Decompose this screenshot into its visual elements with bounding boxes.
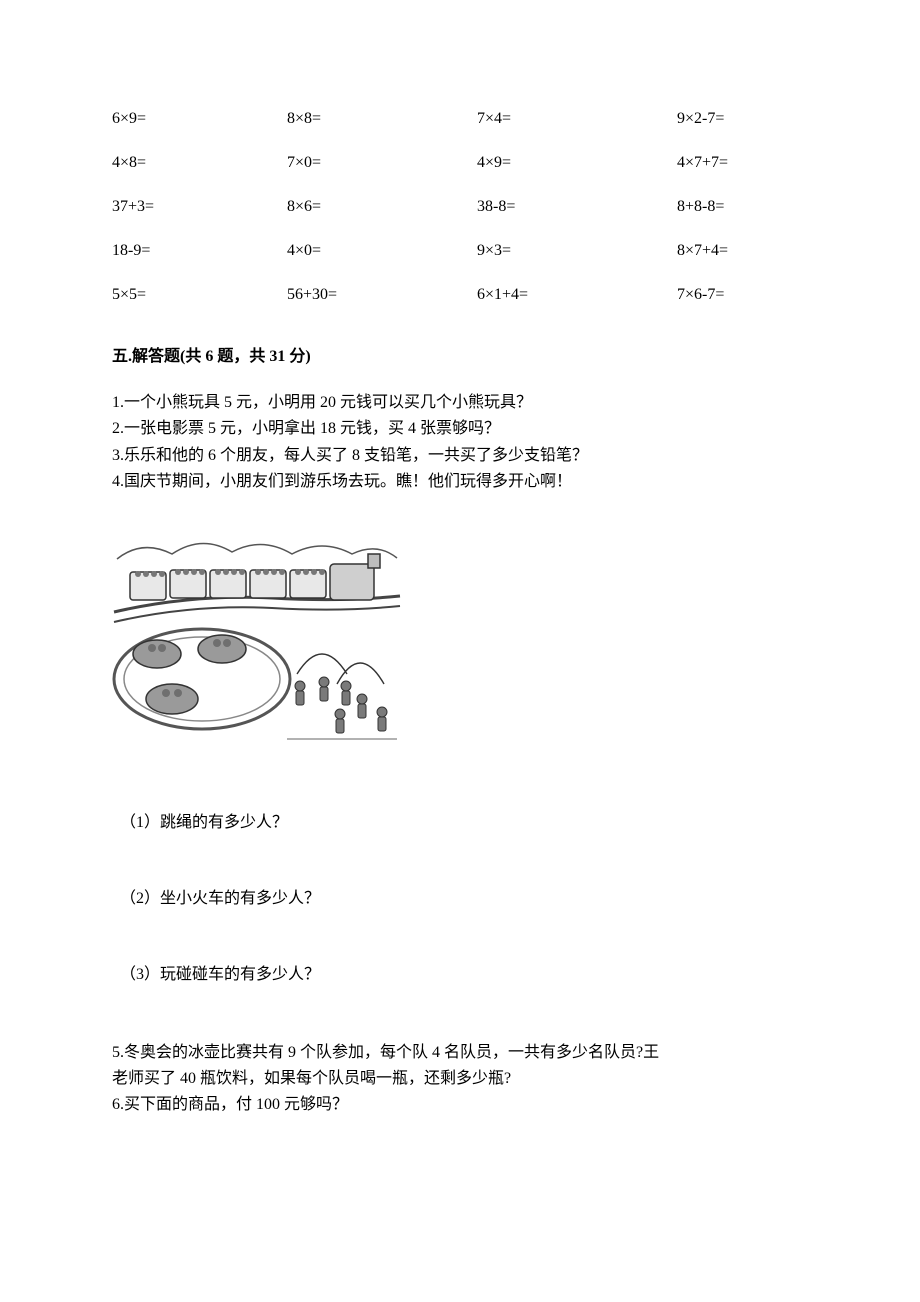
problem-5-line2: 老师买了 40 瓶饮料，如果每个队员喝一瓶，还剩多少瓶? [112, 1066, 808, 1092]
calc-cell: 9×2-7= [677, 110, 808, 128]
section-5-title: 五.解答题(共 6 题，共 31 分) [112, 342, 808, 366]
subquestion-1: （1）跳绳的有多少人？ [112, 808, 808, 832]
problem-5-line1: 5.冬奥会的冰壶比赛共有 9 个队参加，每个队 4 名队员，一共有多少名队员?王 [112, 1040, 808, 1066]
calc-cell: 38-8= [477, 198, 677, 216]
problem-1: 1.一个小熊玩具 5 元，小明用 20 元钱可以买几个小熊玩具？ [112, 390, 808, 416]
calc-cell: 4×9= [477, 154, 677, 172]
calc-cell: 7×6-7= [677, 286, 808, 304]
calc-cell: 4×0= [287, 242, 477, 260]
problem-3: 3.乐乐和他的 6 个朋友，每人买了 8 支铅笔，一共买了多少支铅笔？ [112, 443, 808, 469]
calc-cell: 6×1+4= [477, 286, 677, 304]
calc-cell: 6×9= [112, 110, 287, 128]
calc-cell: 8+8-8= [677, 198, 808, 216]
calc-cell: 56+30= [287, 286, 477, 304]
problem-2: 2.一张电影票 5 元，小明拿出 18 元钱，买 4 张票够吗？ [112, 416, 808, 442]
subquestion-2: （2）坐小火车的有多少人？ [112, 884, 808, 908]
calc-cell: 37+3= [112, 198, 287, 216]
problem-6: 6.买下面的商品，付 100 元够吗？ [112, 1092, 808, 1118]
amusement-park-illustration [112, 524, 402, 752]
calc-cell: 9×3= [477, 242, 677, 260]
calc-cell: 18-9= [112, 242, 287, 260]
calculation-grid: 6×9= 8×8= 7×4= 9×2-7= 4×8= 7×0= 4×9= 4×7… [112, 110, 808, 304]
subquestion-3: （3）玩碰碰车的有多少人？ [112, 960, 808, 984]
calc-cell: 5×5= [112, 286, 287, 304]
calc-cell: 4×7+7= [677, 154, 808, 172]
problem-4: 4.国庆节期间，小朋友们到游乐场去玩。瞧！他们玩得多开心啊！ [112, 469, 808, 495]
calc-cell: 8×8= [287, 110, 477, 128]
calc-cell: 4×8= [112, 154, 287, 172]
calc-cell: 7×4= [477, 110, 677, 128]
problem-list-2: 5.冬奥会的冰壶比赛共有 9 个队参加，每个队 4 名队员，一共有多少名队员?王… [112, 1040, 808, 1119]
problem-list: 1.一个小熊玩具 5 元，小明用 20 元钱可以买几个小熊玩具？ 2.一张电影票… [112, 390, 808, 496]
calc-cell: 8×6= [287, 198, 477, 216]
calc-cell: 7×0= [287, 154, 477, 172]
calc-cell: 8×7+4= [677, 242, 808, 260]
